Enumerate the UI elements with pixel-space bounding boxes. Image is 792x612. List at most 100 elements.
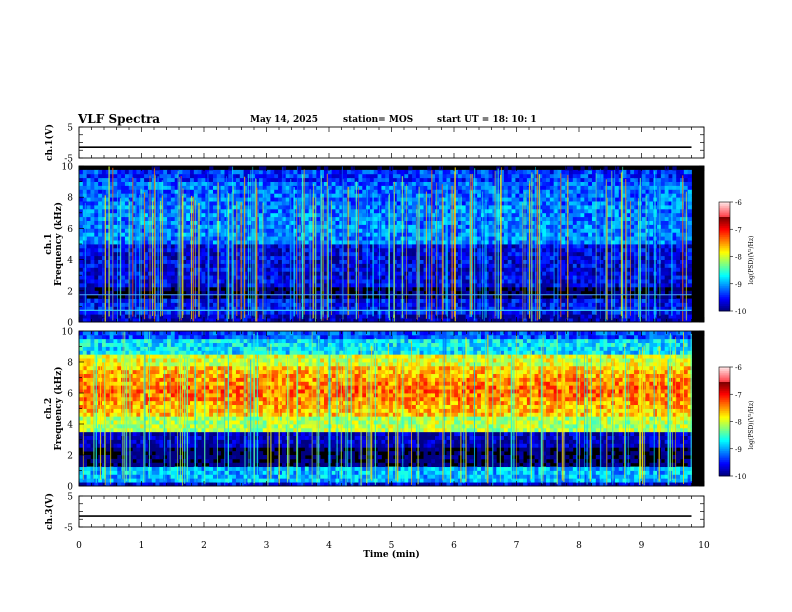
spectrogram-cell [247, 181, 252, 186]
spectrogram-cell [228, 244, 233, 249]
spectrogram-cell [297, 169, 302, 175]
spectrogram-cell [542, 212, 547, 218]
spectrogram-cell [304, 259, 310, 264]
spectrogram-cell [94, 201, 99, 206]
spectrogram-cell [480, 259, 486, 264]
spectrogram-cell [415, 169, 421, 175]
spectrogram-cell [369, 216, 375, 221]
spectrogram-cell [239, 314, 245, 319]
spectrogram-cell [316, 255, 321, 260]
spectrogram-cell [140, 236, 145, 241]
spectrogram-cell [446, 244, 451, 249]
spectrogram-cell [385, 267, 390, 272]
spectrogram-cell [454, 216, 459, 221]
spectrogram-cell [362, 283, 367, 288]
spectrogram-cell [79, 232, 84, 237]
spectrogram-cell [381, 205, 386, 210]
spectrogram-cell [423, 279, 428, 284]
spectrogram-cell [266, 275, 271, 280]
spectrogram-cell [297, 259, 302, 264]
spectrogram-cell [109, 201, 114, 206]
spectrogram-cell [220, 181, 225, 186]
spectrogram-cell [324, 224, 329, 229]
spectrogram-cell [163, 212, 168, 218]
spectrogram-cell [79, 279, 84, 284]
spectrogram-cell [278, 232, 283, 237]
spectrogram-cell [174, 185, 179, 190]
spectrogram-cell [358, 212, 363, 218]
spectrogram-cell [519, 177, 524, 182]
spectrogram-cell [174, 255, 179, 260]
spectrogram-cell [423, 244, 428, 249]
spectrogram-cell [274, 189, 279, 194]
spectrogram-cell [500, 197, 505, 202]
spectrogram-cell [228, 169, 233, 175]
spectrogram-cell [343, 247, 348, 253]
spectrogram-cell [98, 259, 103, 264]
spectrogram-cell [412, 232, 417, 237]
spectrogram-cell [270, 201, 275, 206]
spectrogram-cell [507, 185, 512, 190]
spectrogram-cell [247, 275, 252, 280]
spectrogram-cell [438, 247, 444, 253]
spectrogram-cell [316, 166, 321, 171]
spectrogram-cell [109, 302, 114, 307]
spectrogram-cell [124, 220, 130, 225]
spectrogram-cell [239, 169, 245, 175]
spectrogram-cell [461, 251, 467, 257]
spectrogram-cell [465, 263, 470, 268]
spectrogram-cell [561, 208, 566, 214]
spectrogram-cell [477, 271, 482, 276]
spectrogram-cell [297, 181, 302, 186]
spectrogram-cell [270, 286, 275, 292]
spectrogram-cell [136, 224, 141, 229]
spectrogram-cell [182, 279, 187, 284]
spectrogram-cell [358, 197, 363, 202]
spectrogram-cell [492, 251, 497, 257]
spectrogram-cell [101, 267, 107, 272]
spectrogram-cell [500, 236, 505, 241]
spectrogram-cell [546, 177, 551, 182]
spectrogram-cell [542, 283, 547, 288]
spectrogram-cell [488, 310, 493, 315]
spectrogram-cell [289, 212, 294, 218]
spectrogram-cell [235, 181, 241, 186]
spectrogram-cell [324, 208, 329, 214]
spectrogram-cell [335, 263, 340, 268]
spectrogram-cell [170, 279, 176, 284]
spectrogram-cell [408, 169, 413, 175]
spectrogram-cell [98, 208, 103, 214]
spectrogram-cell [354, 177, 359, 182]
spectrogram-cell [404, 318, 409, 323]
spectrogram-cell [324, 244, 329, 249]
spectrogram-cell [530, 169, 535, 175]
spectrogram-cell [446, 255, 451, 260]
spectrogram-cell [346, 318, 352, 323]
spectrogram-cell [519, 216, 524, 221]
spectrogram-cell [167, 247, 172, 253]
spectrogram-cell [274, 306, 279, 311]
spectrogram-cell [247, 193, 252, 198]
spectrogram-cell [197, 283, 202, 288]
spectrogram-cell [389, 189, 394, 194]
spectrogram-cell [427, 193, 432, 198]
spectrogram-cell [435, 298, 440, 303]
spectrogram-cell [197, 205, 202, 210]
spectrogram-cell [335, 212, 340, 218]
spectrogram-cell [419, 298, 424, 303]
spectrogram-cell [442, 255, 447, 260]
spectrogram-cell [82, 173, 88, 179]
spectrogram-cell [454, 267, 459, 272]
spectrogram-cell [335, 283, 340, 288]
spectrogram-cell [109, 290, 114, 296]
spectrogram-cell [461, 283, 467, 288]
spectrogram-cell [140, 185, 145, 190]
spectrogram-cell [396, 220, 401, 225]
spectrogram-cell [274, 193, 279, 198]
spectrogram-cell [109, 306, 114, 311]
spectrogram-cell [274, 224, 279, 229]
spectrogram-cell [151, 275, 156, 280]
spectrogram-cell [454, 259, 459, 264]
spectrogram-cell [327, 208, 333, 214]
spectrogram-cell [503, 208, 509, 214]
